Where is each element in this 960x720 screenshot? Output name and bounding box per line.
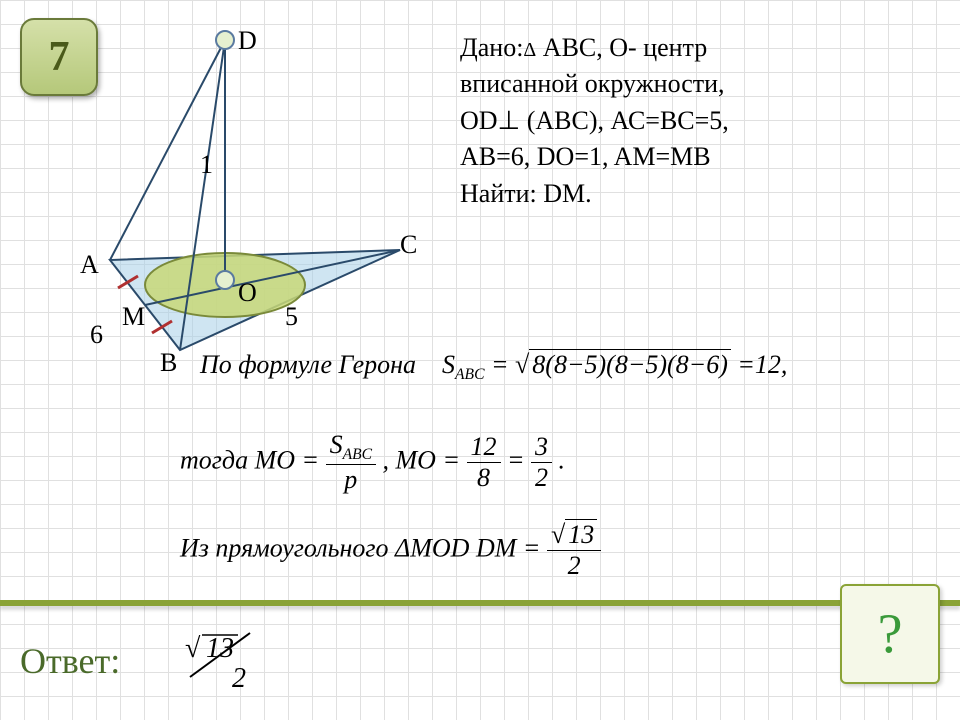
heron-result: =12, [737,350,787,379]
dm-frac: 13 2 [547,520,601,581]
label-o: О [238,278,257,308]
mo-label: тогда МО = [180,446,319,475]
mo-frac2-num: 12 [467,432,501,463]
mo-frac2: 12 8 [467,432,501,493]
mo-frac1-den: p [326,465,376,495]
geometry-diagram: D А В С М О 1 5 6 [60,30,420,390]
divider [0,600,960,606]
label-m: М [122,302,145,332]
answer-label: Ответ: [20,640,120,682]
node-o [216,271,234,289]
question-mark-icon: ? [840,584,940,684]
step-mo: тогда МО = SABC p , МО = 12 8 = 3 2 . [180,430,565,495]
mo-frac1-num: S [330,430,343,459]
given-line2: вписанной окружности, [460,69,725,98]
heron-sqrt: 8(8−5)(8−5)(8−6) [515,350,731,380]
mo-dot: . [559,446,566,475]
heron-radicand: 8(8−5)(8−5)(8−6) [529,349,731,379]
mo-frac1-sub: ABC [343,446,372,463]
label-d: D [238,26,257,56]
label-a: А [80,250,99,280]
node-d [216,31,234,49]
given-line5: Найти: DM. [460,179,592,208]
heron-sub: ABC [455,366,484,383]
heron-eq: = [491,350,509,379]
mo-frac3-num: 3 [531,432,552,463]
mo-frac3: 3 2 [531,432,552,493]
mo-frac2-den: 8 [467,463,501,493]
step-heron: По формуле Герона SABC = 8(8−5)(8−5)(8−6… [200,350,787,384]
heron-label: По формуле Герона [200,350,416,379]
given-line1: АВС, О- центр [536,33,707,62]
mo-frac1: SABC p [326,430,376,495]
answer-value: √ 13 2 [180,625,290,713]
answer-denom: 2 [232,663,246,694]
label-c: С [400,230,417,260]
dm-label: Из прямоугольного ΔМОD DM = [180,533,540,562]
label-b: В [160,348,177,378]
given-line3: ОD⊥ (АВС), АС=ВС=5, [460,106,729,135]
mo-frac3-den: 2 [531,463,552,493]
svg-text:√: √ [185,633,201,664]
label-ab-length: 6 [90,320,103,350]
given-text: Дано:Δ АВС, О- центр вписанной окружност… [460,30,940,212]
dm-radicand: 13 [565,519,597,549]
dm-sqrt: 13 [551,520,597,550]
mo-eq2: = [507,446,525,475]
label-bc-length: 5 [285,302,298,332]
heron-s: S [442,350,455,379]
qicon-glyph: ? [878,602,903,666]
dm-den: 2 [547,551,601,581]
mo-sep: , МО = [383,446,460,475]
given-label: Дано: [460,33,523,62]
given-line4: АВ=6, DO=1, AM=MB [460,142,711,171]
step-dm: Из прямоугольного ΔМОD DM = 13 2 [180,520,601,581]
label-do-length: 1 [200,150,213,180]
